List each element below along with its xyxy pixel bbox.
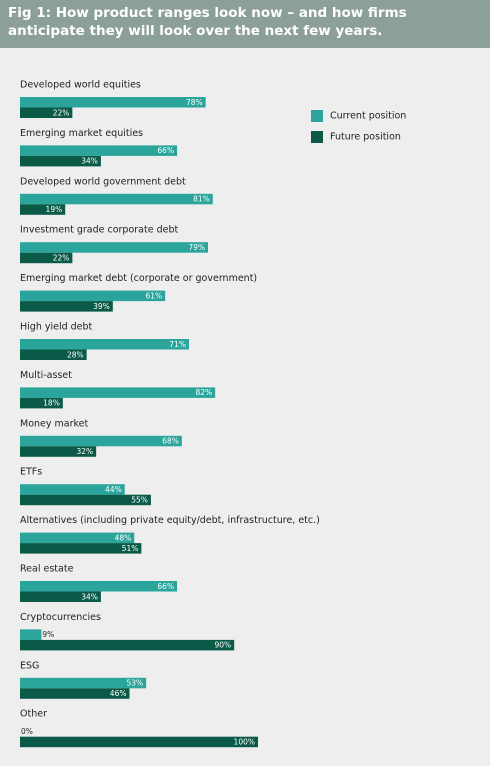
title-box: Fig 1: How product ranges look now – and… [8,5,407,39]
category-label: Cryptocurrencies [20,612,101,623]
category-label: High yield debt [20,322,93,333]
bar [20,349,87,360]
value-label: 44% [105,485,122,494]
title-banner [0,0,490,48]
value-label: 51% [122,544,139,553]
category-label: ESG [20,660,39,671]
bar [20,397,63,409]
value-label: 53% [126,679,143,688]
bar [20,242,209,253]
bar [20,252,73,264]
value-label: 22% [53,253,70,262]
value-label: 39% [93,302,110,311]
bar [20,484,125,495]
bar [20,145,178,156]
value-label: 61% [146,291,163,300]
value-label: 66% [157,146,174,155]
category-label: Alternatives (including private equity/d… [20,515,320,526]
bar [20,688,130,699]
value-label: 32% [76,447,93,456]
legend-label: Future position [330,132,401,143]
value-label: 100% [234,737,255,746]
category-label: ETFs [20,467,42,478]
bar [20,532,135,544]
value-label: 68% [162,437,179,446]
legend-swatch [311,110,323,122]
bar [20,629,42,640]
bar [20,446,97,457]
legend-swatch [311,131,323,143]
value-label: 90% [215,641,232,650]
bar [20,155,101,167]
value-label: 9% [42,630,54,639]
value-label: 34% [81,157,98,166]
category-label: Emerging market debt (corporate or gover… [20,273,257,284]
value-label: 81% [193,195,210,204]
value-label: 48% [115,533,132,542]
bar [20,387,216,398]
bar [20,97,206,108]
category-label: Developed world equities [20,80,141,91]
category-label: Real estate [20,564,74,575]
category-label: Emerging market equities [20,128,143,139]
value-label: 66% [157,582,174,591]
bar [20,339,189,350]
value-label: 34% [81,592,98,601]
value-label: 71% [169,340,186,349]
category-label: Investment grade corporate debt [20,225,178,236]
value-label: 18% [43,399,60,408]
category-label: Money market [20,418,89,429]
value-label: 55% [131,495,148,504]
value-label: 82% [195,388,212,397]
value-label: 19% [46,205,63,214]
bar [20,301,113,312]
bar [20,494,151,506]
bar [20,677,147,689]
bar [20,543,142,554]
bar [20,193,213,205]
value-label: 79% [188,243,205,252]
chart-title: Fig 1: How product ranges look now – and… [8,5,407,39]
bar [20,581,178,592]
bar [20,736,258,748]
value-label: 22% [53,108,70,117]
bar [20,591,101,602]
value-label: 0% [21,727,33,736]
bar [20,290,166,302]
value-label: 78% [186,98,203,107]
bar [20,204,66,215]
bar [20,435,182,447]
legend-label: Current position [330,111,406,122]
value-label: 28% [67,350,84,359]
bar [20,107,73,118]
value-label: 46% [110,689,127,698]
bar [20,639,235,651]
category-label: Developed world government debt [20,176,186,187]
category-label: Other [20,709,47,720]
category-label: Multi-asset [20,370,72,381]
